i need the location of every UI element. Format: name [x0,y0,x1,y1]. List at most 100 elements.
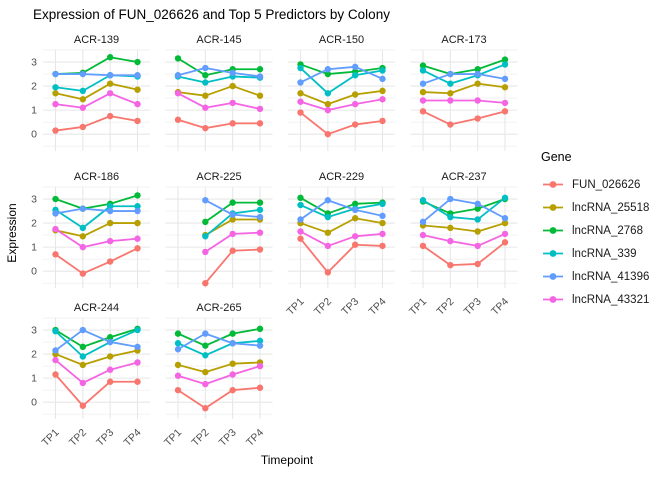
line-lncRNA_41396 [55,73,138,77]
x-tick-label: TP2 [189,427,211,449]
line-FUN_026626 [55,115,138,132]
point-lncRNA_43321 [256,105,264,113]
point-lncRNA_43321 [324,106,332,114]
point-lncRNA_43321 [501,230,509,238]
line-lncRNA_25518 [300,217,383,234]
line-FUN_026626 [54,373,138,407]
point-lncRNA_41396 [501,75,509,83]
point-lncRNA_2768 [256,66,264,73]
point-lncRNA_41396 [52,210,59,217]
x-axis-title: Timepoint [260,453,314,467]
point-lncRNA_43321 [501,99,509,107]
point-lncRNA_339 [297,64,304,72]
point-lncRNA_339 [106,203,114,210]
point-lncRNA_25518 [351,91,359,98]
point-lncRNA_41396 [351,63,359,71]
facet-title: ACR-173 [441,34,486,46]
point-lncRNA_2768 [106,54,114,61]
facet-ACR-145: ACR-145 [165,34,273,151]
point-FUN_026626 [202,279,209,287]
point-FUN_026626 [52,127,59,134]
point-lncRNA_41396 [256,213,264,221]
line-lncRNA_43321 [54,359,138,384]
point-lncRNA_41396 [134,343,141,351]
point-lncRNA_43321 [256,229,264,236]
point-FUN_026626 [324,130,332,138]
point-lncRNA_41396 [474,200,481,208]
point-lncRNA_339 [297,201,304,209]
line-lncRNA_41396 [422,198,506,223]
point-lncRNA_25518 [229,216,236,223]
legend-key-icon [543,181,563,188]
point-lncRNA_41396 [256,73,264,80]
line-FUN_026626 [177,386,261,410]
point-FUN_026626 [79,402,87,409]
line-lncRNA_43321 [300,98,383,112]
line-lncRNA_43321 [177,365,261,386]
point-lncRNA_2768 [174,55,182,62]
point-FUN_026626 [297,235,304,242]
line-lncRNA_41396 [422,73,506,85]
point-lncRNA_43321 [351,100,359,108]
point-lncRNA_43321 [106,237,114,245]
line-lncRNA_2768 [422,58,506,75]
y-tick-label: 1 [31,373,37,385]
line-lncRNA_2768 [177,327,261,347]
point-lncRNA_25518 [106,80,114,87]
point-lncRNA_2768 [134,192,141,199]
legend: Gene FUN_026626 lncRNA_25518 lncRNA_2768 ln… [541,150,649,311]
x-tick-label: TP3 [94,427,116,449]
point-lncRNA_25518 [447,90,454,97]
x-tick-label: TP2 [312,296,334,318]
point-FUN_026626 [501,108,509,115]
line-lncRNA_339 [422,63,506,85]
point-lncRNA_2768 [174,330,182,337]
point-FUN_026626 [134,245,141,252]
y-tick-label: 1 [31,242,37,254]
point-lncRNA_2768 [256,199,264,206]
facet-title: ACR-139 [74,34,119,46]
point-lncRNA_41396 [419,218,427,226]
point-lncRNA_43321 [174,372,182,379]
line-lncRNA_2768 [177,57,260,77]
legend-key-point [549,227,557,234]
y-tick-label: 0 [31,129,37,141]
point-FUN_026626 [256,120,264,127]
point-lncRNA_43321 [202,380,209,388]
point-lncRNA_25518 [419,88,427,96]
line-lncRNA_339 [300,202,383,218]
point-lncRNA_25518 [79,233,87,240]
y-tick-label: 3 [31,57,37,69]
line-lncRNA_339 [55,74,138,92]
line-lncRNA_41396 [299,199,383,221]
point-lncRNA_2768 [351,200,359,208]
facet-ACR-186: ACR-186 0 1 2 3 [31,171,150,288]
point-lncRNA_43321 [229,371,236,378]
point-FUN_026626 [351,121,359,128]
point-lncRNA_339 [79,87,87,95]
point-lncRNA_25518 [474,228,481,235]
point-lncRNA_41396 [202,330,209,337]
point-lncRNA_41396 [174,72,182,79]
legend-key-icon [543,204,563,211]
legend-key-point [549,204,557,211]
point-FUN_026626 [324,269,332,276]
y-tick-label: 2 [31,81,37,93]
point-FUN_026626 [447,261,454,269]
facet-ACR-265: ACR-265 TP1 TP2 TP3 TP4 [162,302,273,449]
point-lncRNA_339 [447,80,454,87]
legend-item-lncRNA_2768: lncRNA_2768 [541,219,649,242]
point-lncRNA_25518 [379,87,386,95]
x-tick-label: TP1 [407,296,429,318]
line-lncRNA_339 [422,197,506,221]
point-FUN_026626 [229,120,236,127]
point-FUN_026626 [229,386,236,394]
point-lncRNA_339 [324,213,332,221]
point-lncRNA_41396 [106,72,114,79]
y-tick-label: 0 [31,397,37,409]
facet-title: ACR-186 [74,171,119,183]
facet-title: ACR-237 [441,171,486,183]
point-FUN_026626 [106,112,114,120]
point-lncRNA_43321 [79,243,87,251]
point-lncRNA_43321 [229,99,236,107]
